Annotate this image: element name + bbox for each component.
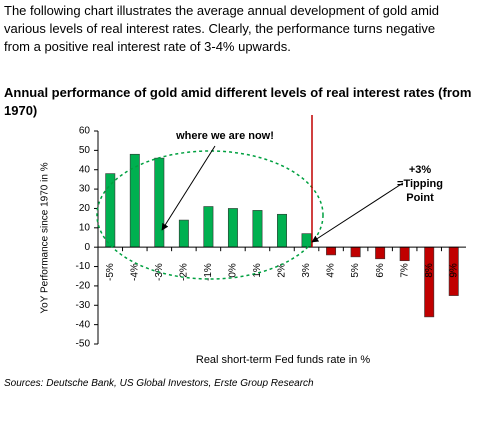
y-tick-label: -20	[76, 281, 91, 292]
x-tick-label: -2%	[179, 263, 190, 281]
x-tick-label: 1%	[252, 263, 263, 278]
y-tick-label: 10	[79, 222, 91, 233]
y-tick-label: -10	[76, 261, 91, 272]
intro-line: various levels of real interest rates. C…	[4, 21, 436, 36]
bar	[227, 208, 238, 248]
bar	[203, 206, 214, 248]
arrow	[161, 145, 216, 231]
y-tick-label: -50	[76, 339, 91, 350]
bar	[105, 173, 116, 248]
annotation: +3%	[409, 164, 432, 176]
intro: The following chart illustrates the aver…	[4, 2, 439, 56]
bar	[154, 157, 165, 248]
y-tick-label: 50	[79, 145, 91, 156]
x-tick-label: 4%	[326, 263, 337, 278]
y-tick-label: 20	[79, 203, 91, 214]
x-tick-label: -1%	[203, 263, 214, 281]
x-tick-label: 9%	[448, 263, 459, 278]
chart-title: Annual performance of gold amid differen…	[4, 85, 472, 118]
y-tick-label: -40	[76, 319, 91, 330]
y-tick-label: 30	[79, 184, 91, 195]
x-tick-label: 6%	[375, 263, 386, 278]
highlight-ellipse	[96, 150, 324, 280]
x-tick-label: 3%	[301, 263, 312, 278]
intro-line: The following chart illustrates the aver…	[4, 3, 440, 18]
x-tick-label: 5%	[350, 263, 361, 278]
y-tick-label: -30	[76, 300, 91, 311]
y-tick-label: 0	[84, 242, 90, 253]
x-tick-label: -5%	[105, 263, 116, 281]
y-tick-label: 60	[79, 126, 91, 137]
x-axis-title: Real short-term Fed funds rate in %	[196, 354, 370, 366]
y-axis-title: YoY Performance since 1970 in %	[40, 162, 51, 313]
x-tick-label: -4%	[129, 263, 140, 281]
annotation: where we are now!	[175, 130, 274, 142]
arrow	[311, 182, 404, 243]
bar	[277, 213, 287, 248]
x-tick-label: 7%	[399, 263, 410, 278]
y-tick-label: 40	[79, 164, 91, 175]
bar	[252, 210, 263, 248]
bar	[375, 246, 386, 260]
intro-line: from a positive real interest rate of 3-…	[4, 39, 291, 54]
x-tick-label: 0%	[228, 263, 239, 278]
annotation: =Tipping	[397, 178, 443, 190]
x-tick-label: 8%	[424, 263, 435, 278]
source: Sources: Deutsche Bank, US Global Invest…	[4, 378, 314, 389]
bar	[301, 233, 312, 248]
bar	[350, 246, 361, 258]
annotation: Point	[406, 192, 434, 204]
x-tick-label: 2%	[277, 263, 288, 278]
bar	[424, 246, 435, 318]
bar	[178, 219, 189, 248]
bar	[399, 246, 410, 262]
bar	[326, 246, 337, 256]
